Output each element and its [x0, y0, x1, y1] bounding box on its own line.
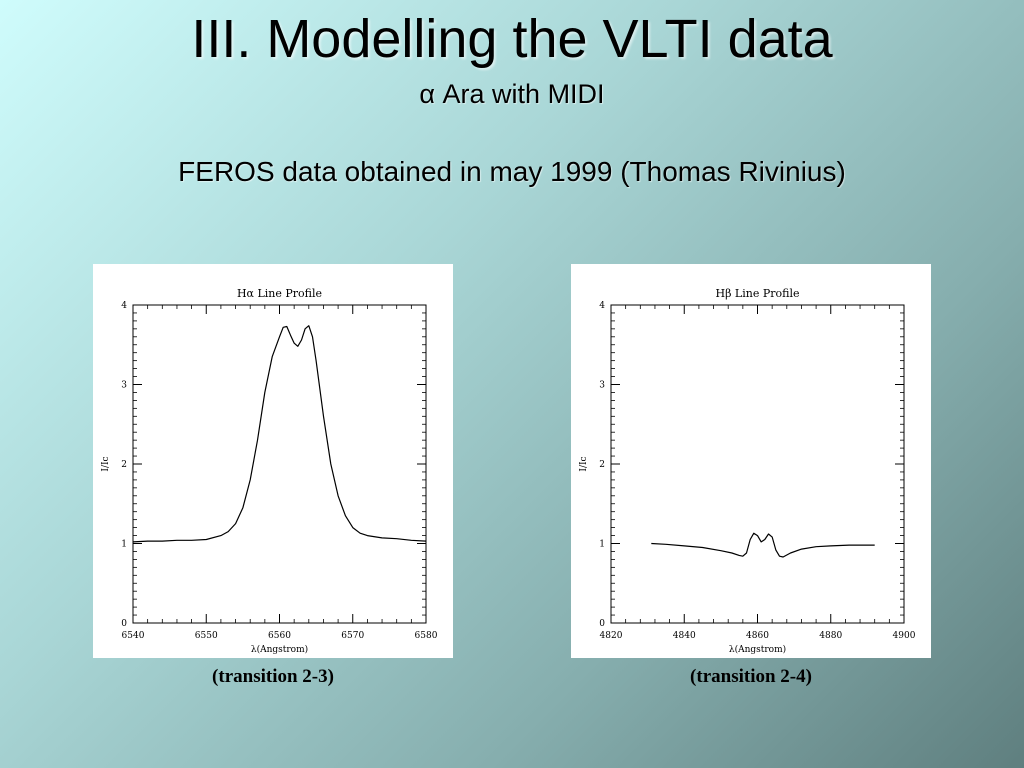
- hbeta-y-axis-label: I/Ic: [579, 456, 589, 471]
- halpha-y-tick-label: 0: [121, 619, 127, 629]
- halpha-y-tick-label: 1: [121, 540, 127, 550]
- hbeta-y-tick-label: 2: [599, 460, 605, 470]
- halpha-x-axis-label: λ(Angstrom): [251, 644, 308, 655]
- hbeta-y-tick-label: 3: [599, 381, 605, 391]
- hbeta-plot-frame: [610, 304, 905, 624]
- hbeta-chart-title: Hβ Line Profile: [715, 287, 799, 300]
- halpha-y-tick-label: 4: [121, 301, 127, 311]
- halpha-y-tick-label: 3: [121, 381, 127, 391]
- halpha-chart-title: Hα Line Profile: [237, 287, 322, 300]
- hbeta-caption: (transition 2-4): [690, 666, 812, 687]
- hbeta-x-tick-label: 4880: [819, 631, 842, 641]
- halpha-y-axis-label: I/Ic: [101, 456, 111, 471]
- halpha-x-tick-label: 6550: [195, 631, 218, 641]
- halpha-x-tick-label: 6580: [415, 631, 438, 641]
- halpha-x-tick-label: 6540: [122, 631, 145, 641]
- data-source-note: FEROS data obtained in may 1999 (Thomas …: [178, 156, 846, 187]
- halpha-chart-panel: Hα Line Profile 6540 6550 6560 6570 6580 0 1 2 3 4…: [93, 264, 453, 658]
- halpha-x-tick-label: 6570: [341, 631, 364, 641]
- hbeta-x-tick-label: 4840: [673, 631, 696, 641]
- slide-title: III. Modelling the VLTI data: [191, 9, 833, 69]
- hbeta-line-profile: [651, 532, 875, 558]
- slide-subtitle: α Ara with MIDI: [419, 79, 605, 109]
- hbeta-x-tick-label: 4900: [893, 631, 916, 641]
- hbeta-x-axis-label: λ(Angstrom): [729, 644, 786, 655]
- hbeta-x-tick-label: 4820: [600, 631, 623, 641]
- hbeta-y-tick-label: 1: [599, 540, 605, 550]
- hbeta-chart-panel: Hβ Line Profile 4820 4840 4860 4880 4900 0 1 2 3 4…: [571, 264, 931, 658]
- halpha-y-tick-label: 2: [121, 460, 127, 470]
- hbeta-y-tick-label: 0: [599, 619, 605, 629]
- halpha-chart: Hα Line Profile 6540 6550 6560 6570 6580 0 1 2 3 4…: [101, 287, 438, 655]
- hbeta-chart: Hβ Line Profile 4820 4840 4860 4880 4900 0 1 2 3 4…: [579, 287, 916, 655]
- halpha-plot-frame: [132, 304, 427, 624]
- halpha-caption: (transition 2-3): [212, 666, 334, 687]
- halpha-line-profile: [132, 325, 427, 543]
- halpha-x-tick-label: 6560: [268, 631, 291, 641]
- hbeta-y-tick-label: 4: [599, 301, 605, 311]
- hbeta-x-tick-label: 4860: [746, 631, 769, 641]
